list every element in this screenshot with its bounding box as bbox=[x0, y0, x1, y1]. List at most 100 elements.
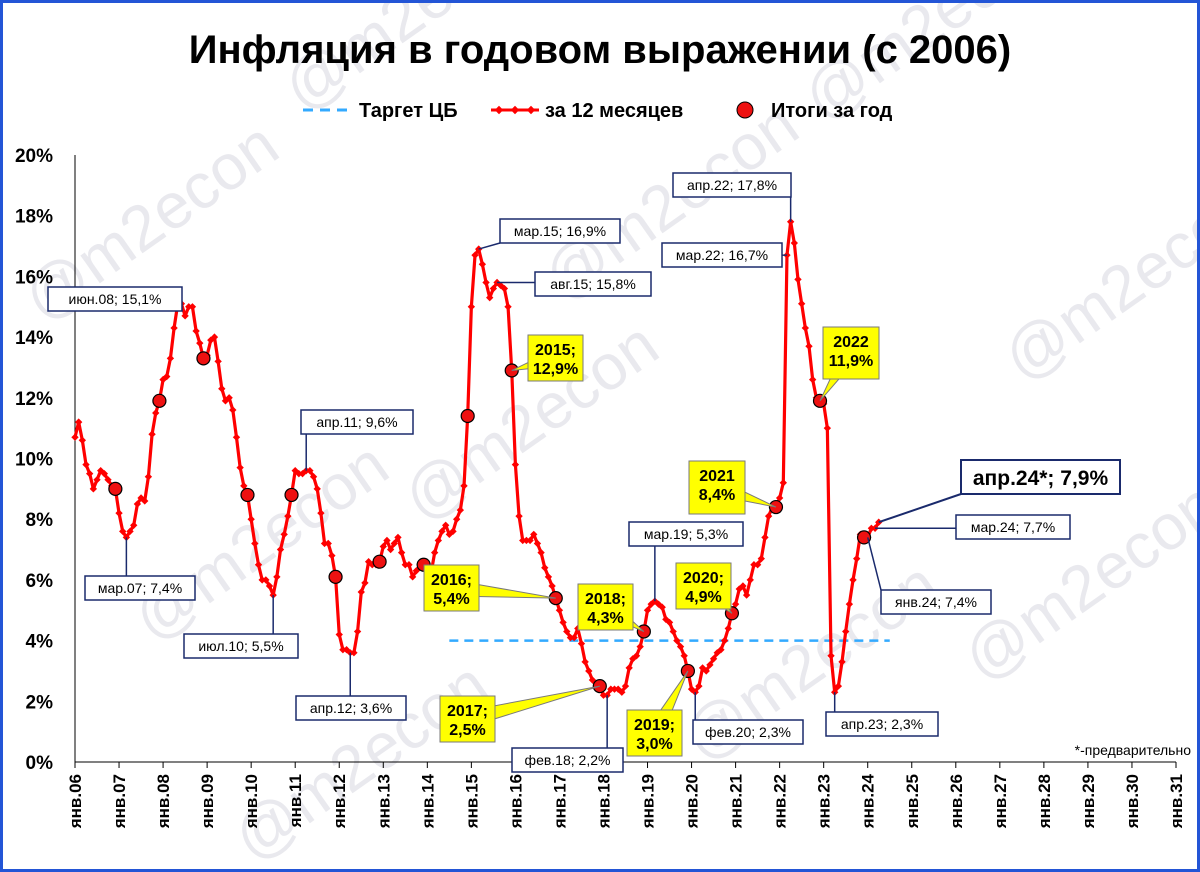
y-tick-label: 2% bbox=[26, 692, 54, 713]
inflation-12m-point bbox=[379, 542, 387, 551]
inflation-12m-point bbox=[394, 533, 402, 542]
inflation-12m-point bbox=[397, 548, 406, 557]
annotation-box bbox=[300, 409, 414, 435]
inflation-12m-point bbox=[324, 539, 332, 548]
inflation-12m-point bbox=[695, 682, 703, 690]
inflation-12m-point bbox=[141, 497, 149, 505]
inflation-12m-point bbox=[192, 327, 200, 335]
year-label-line: 2,5% bbox=[449, 722, 485, 739]
inflation-12m-point bbox=[350, 649, 358, 657]
inflation-12m-point bbox=[537, 548, 545, 557]
inflation-12m-line bbox=[73, 220, 881, 697]
year-label-line: 12,9% bbox=[533, 361, 578, 378]
annotation-leader bbox=[478, 242, 501, 250]
x-tick-label: янв.23 bbox=[815, 774, 834, 829]
inflation-12m-point bbox=[581, 658, 589, 666]
inflation-12m-point bbox=[801, 324, 810, 332]
y-tick-label: 8% bbox=[26, 510, 54, 531]
annotation-box bbox=[825, 711, 939, 737]
inflation-12m-point bbox=[386, 545, 395, 554]
inflation-12m-point bbox=[335, 630, 343, 639]
year-label-line: 11,9% bbox=[829, 353, 873, 370]
inflation-12m-point bbox=[702, 667, 710, 675]
inflation-12m-point bbox=[717, 646, 725, 654]
inflation-12m-point bbox=[166, 354, 175, 363]
inflation-12m-point bbox=[449, 527, 457, 536]
inflation-12m-point bbox=[753, 561, 762, 569]
inflation-12m-point bbox=[214, 357, 222, 366]
inflation-12m-point bbox=[328, 551, 336, 560]
inflation-12m-point bbox=[265, 582, 274, 590]
inflation-12m-point bbox=[526, 536, 534, 545]
annotation-text: авг.15; 15,8% bbox=[550, 276, 636, 292]
annotation-text: мар.07; 7,4% bbox=[98, 580, 182, 596]
x-tick-label: янв.18 bbox=[594, 774, 613, 829]
inflation-12m-point bbox=[280, 530, 288, 539]
inflation-12m-point bbox=[669, 627, 677, 636]
x-tick-label: янв.17 bbox=[550, 774, 569, 829]
watermark-text: @m2econ bbox=[950, 468, 1197, 695]
x-tick-label: янв.15 bbox=[462, 774, 481, 829]
legend-12m-marker bbox=[526, 105, 536, 115]
watermark-text: @m2econ bbox=[220, 648, 501, 869]
annotation-box bbox=[661, 242, 783, 268]
annual-result-dot bbox=[372, 554, 387, 569]
inflation-12m-point bbox=[441, 521, 450, 529]
inflation-12m-point bbox=[247, 515, 255, 523]
y-tick-label: 16% bbox=[15, 267, 53, 288]
annotation-box bbox=[84, 575, 196, 601]
y-tick-label: 18% bbox=[15, 207, 53, 228]
annotation-text: мар.24; 7,7% bbox=[971, 519, 1055, 535]
inflation-12m-point bbox=[739, 582, 747, 590]
x-tick-label: янв.08 bbox=[154, 774, 173, 829]
annotation-leader bbox=[878, 493, 962, 524]
inflation-12m-point bbox=[434, 536, 443, 545]
inflation-12m-point bbox=[170, 324, 178, 332]
x-tick-label: янв.22 bbox=[771, 774, 790, 829]
inflation-12m-point bbox=[621, 682, 630, 690]
x-tick-label: янв.24 bbox=[859, 773, 878, 829]
legend-annual-label: Итоги за год bbox=[771, 100, 893, 122]
inflation-12m-point bbox=[430, 548, 439, 557]
inflation-12m-point bbox=[808, 375, 817, 384]
inflation-12m-point bbox=[188, 303, 197, 311]
y-tick-label: 20% bbox=[15, 146, 53, 167]
inflation-12m-point bbox=[306, 466, 314, 475]
inflation-12m-point bbox=[764, 512, 773, 520]
x-tick-label: янв.20 bbox=[683, 774, 702, 829]
x-tick-label: янв.27 bbox=[991, 774, 1010, 829]
inflation-12m-point bbox=[163, 372, 171, 381]
inflation-12m-point bbox=[254, 561, 263, 569]
inflation-12m-point bbox=[706, 661, 714, 669]
inflation-12m-point bbox=[273, 573, 281, 581]
inflation-12m-point bbox=[533, 539, 542, 548]
inflation-12m-point bbox=[181, 312, 189, 320]
inflation-12m-point bbox=[742, 591, 751, 599]
annotation-text: июн.08; 15,1% bbox=[69, 291, 162, 307]
inflation-12m-point bbox=[746, 576, 754, 584]
annotation-box bbox=[672, 172, 792, 198]
annotation-box bbox=[511, 747, 624, 773]
inflation-12m-point bbox=[731, 600, 740, 608]
inflation-12m-point bbox=[500, 284, 509, 293]
annotation-box bbox=[880, 589, 992, 615]
x-tick-label: янв.12 bbox=[330, 774, 349, 829]
x-tick-label: янв.28 bbox=[1035, 774, 1054, 829]
inflation-12m-point bbox=[504, 303, 512, 311]
inflation-12m-point bbox=[842, 627, 850, 636]
inflation-chart: @m2econ@m2econ@m2econ@m2econ@m2econ@m2ec… bbox=[10, 3, 1197, 869]
inflation-12m-point bbox=[797, 300, 806, 308]
year-label-box bbox=[423, 564, 480, 612]
inflation-12m-point bbox=[775, 494, 784, 502]
inflation-12m-point bbox=[74, 418, 83, 426]
legend-12m-marker bbox=[494, 105, 504, 115]
x-tick-label: янв.19 bbox=[639, 774, 658, 829]
inflation-12m-point bbox=[632, 652, 641, 660]
inflation-12m-point bbox=[390, 539, 398, 548]
inflation-12m-point bbox=[240, 482, 248, 490]
inflation-12m-point bbox=[82, 460, 90, 469]
x-tick-label: янв.06 bbox=[66, 774, 85, 829]
inflation-12m-point bbox=[643, 606, 652, 614]
inflation-12m-point bbox=[456, 506, 465, 514]
y-tick-label: 6% bbox=[26, 571, 54, 592]
